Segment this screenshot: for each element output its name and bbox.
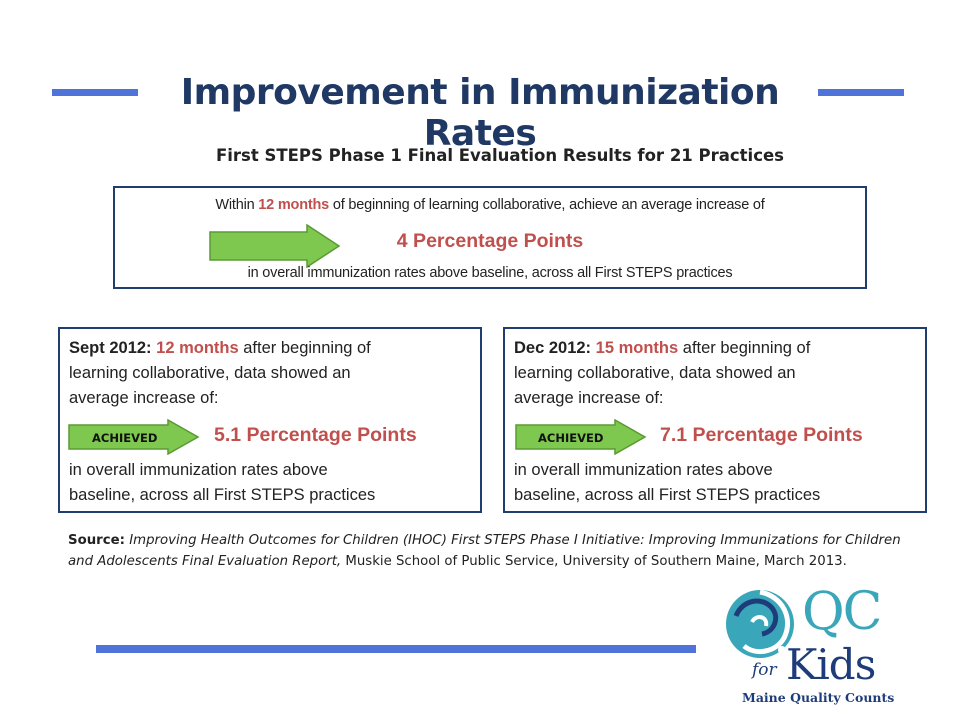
result-line-5: baseline, across all First STEPS practic… [69,486,376,504]
goal-line-3: in overall immunization rates above base… [247,265,733,281]
footer-bar [96,645,696,653]
result-line-1: Dec 2012: 15 months after beginning of [514,339,811,357]
result-big-value: 7.1 Percentage Points [660,424,863,446]
logo-kids: Kids [786,640,876,689]
achieved-arrow [515,419,647,455]
goal-big-value: 4 Percentage Points [396,230,584,252]
achieved-badge: ACHIEVED [538,431,604,445]
goal-arrow [209,224,341,268]
result-line-4: in overall immunization rates above [514,461,773,479]
result-box-dec: Dec 2012: 15 months after beginning of l… [503,327,927,513]
title-right-bar [818,89,904,96]
source-title: Improving Health Outcomes for Children (… [68,533,901,569]
goal-box: Within 12 months of beginning of learnin… [113,186,867,289]
qc-for-kids-logo: QC for Kids Maine Quality Counts [722,582,922,710]
result-box-sept: Sept 2012: 12 months after beginning of … [58,327,482,513]
result-line-4: in overall immunization rates above [69,461,328,479]
result-line-3: average increase of: [514,389,664,407]
achieved-arrow [68,419,200,455]
achieved-badge: ACHIEVED [92,431,158,445]
page-title: Improvement in Immunization Rates [180,72,780,154]
logo-swirl-icon [726,589,794,658]
result-line-2: learning collaborative, data showed an [69,364,351,382]
logo-tagline: Maine Quality Counts [742,690,895,705]
result-line-3: average increase of: [69,389,219,407]
goal-line-1: Within 12 months of beginning of learnin… [215,197,765,213]
result-line-1: Sept 2012: 12 months after beginning of [69,339,371,357]
page-subtitle: First STEPS Phase 1 Final Evaluation Res… [215,146,785,165]
source-citation: Source: Improving Health Outcomes for Ch… [68,530,928,572]
title-left-bar [52,89,138,96]
logo-for: for [752,660,777,680]
result-big-value: 5.1 Percentage Points [214,424,417,446]
result-line-5: baseline, across all First STEPS practic… [514,486,821,504]
result-line-2: learning collaborative, data showed an [514,364,796,382]
source-publisher: Muskie School of Public Service, Univers… [341,554,847,569]
source-label: Source: [68,533,125,548]
logo-qc: QC [802,582,882,642]
